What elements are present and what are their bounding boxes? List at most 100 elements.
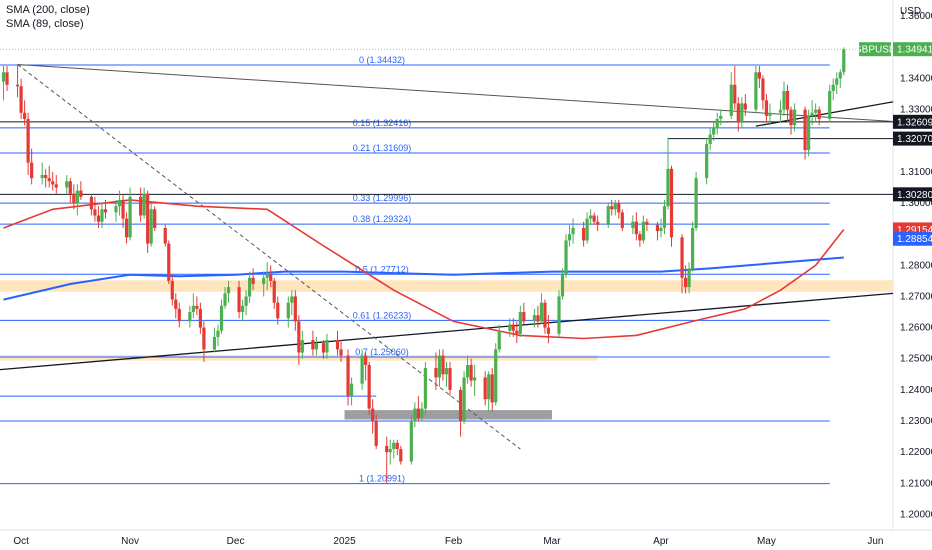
candle-body	[117, 199, 122, 207]
candle-body	[694, 178, 698, 228]
price-tag-text: 1.32070	[897, 134, 932, 145]
candle-body	[807, 115, 811, 151]
x-tick-label: Apr	[653, 536, 669, 547]
candle-body	[1, 72, 6, 82]
candle-body	[240, 305, 245, 313]
candle-body	[374, 421, 378, 446]
legend-sma200: SMA (200, close)	[6, 4, 90, 16]
candle-body	[293, 296, 297, 322]
candle-body	[269, 274, 273, 281]
candle-body	[311, 340, 315, 350]
candle-body	[409, 421, 413, 462]
price-tag: 1.32070	[893, 131, 932, 146]
candle-body	[15, 84, 20, 87]
candle-body	[691, 227, 695, 269]
candle-body	[441, 355, 445, 375]
candle-body	[782, 90, 786, 110]
candle-body	[764, 100, 769, 116]
candle-body	[705, 143, 709, 179]
candle-body	[360, 355, 364, 384]
y-tick-label: 1.30000	[900, 198, 932, 209]
candle-body	[743, 103, 747, 110]
currency-label: USD	[900, 6, 921, 17]
candle-body	[740, 103, 744, 123]
candle-body	[364, 355, 368, 365]
candle-body	[567, 234, 572, 241]
candle-body	[757, 72, 762, 79]
candle-body	[30, 162, 34, 179]
candle-body	[19, 86, 23, 113]
candle-body	[75, 190, 79, 204]
candle-body	[212, 336, 217, 350]
symbol-tag-text: GBPUSD	[854, 45, 896, 56]
price-tag-box	[893, 231, 932, 246]
candle-body	[423, 368, 428, 409]
candle-body	[715, 118, 719, 129]
candle-body	[153, 209, 157, 228]
candle-body	[434, 368, 438, 378]
candle-body	[490, 374, 494, 403]
candle-body	[817, 109, 821, 119]
x-tick-label: Jun	[867, 536, 883, 547]
candle-body	[163, 227, 167, 244]
candle-body	[596, 221, 600, 225]
candle-body	[532, 315, 536, 322]
candle-body	[483, 377, 487, 400]
candle-body	[367, 364, 371, 409]
candle-body	[191, 305, 195, 313]
candle-body	[655, 224, 660, 232]
candle-body	[828, 90, 832, 119]
candle-body	[139, 196, 143, 216]
candle-body	[262, 277, 266, 285]
x-tick-label: Oct	[13, 536, 29, 547]
candle-body	[388, 449, 392, 453]
candle-body	[778, 109, 783, 113]
candle-body	[511, 324, 515, 331]
candle-body	[177, 308, 181, 322]
candle-body	[142, 193, 146, 216]
candle-body	[487, 374, 491, 400]
candle-body	[518, 312, 522, 334]
y-tick-label: 1.22000	[900, 447, 932, 458]
price-tag-box	[893, 187, 932, 202]
candle-body	[54, 184, 58, 188]
candle-body	[395, 442, 399, 450]
candle-body	[314, 343, 319, 350]
candle-body	[729, 84, 733, 116]
candle-body	[79, 190, 83, 197]
candle-body	[124, 218, 129, 238]
grey-zone	[344, 410, 552, 420]
fib-label: 0.38 (1.29324)	[353, 214, 412, 224]
candle-body	[680, 237, 684, 278]
short-trendline	[755, 101, 894, 127]
candle-body	[413, 408, 417, 422]
candle-body	[712, 128, 716, 135]
candle-body	[448, 368, 452, 390]
candle-body	[40, 175, 44, 179]
candle-body	[223, 293, 227, 306]
candle-body	[339, 349, 343, 356]
x-tick-label: Feb	[445, 536, 463, 547]
y-tick-label: 1.36000	[900, 11, 932, 22]
candle-body	[444, 368, 449, 375]
candle-body	[251, 277, 255, 285]
candle-body	[458, 389, 463, 422]
candle-body	[128, 196, 132, 238]
price-tag: GBPUSD 1.34941	[854, 42, 932, 57]
y-tick-label: 1.28000	[900, 260, 932, 271]
y-tick-label: 1.25000	[900, 354, 932, 365]
candle-body	[114, 206, 118, 213]
y-tick-label: 1.21000	[900, 478, 932, 489]
candle-body	[838, 72, 842, 79]
y-tick-label: 1.23000	[900, 416, 932, 427]
candle-body	[248, 277, 252, 297]
candle-body	[659, 227, 663, 232]
candle-body	[198, 308, 202, 328]
candle-body	[736, 103, 740, 123]
candle-body	[543, 302, 547, 328]
candle-body	[89, 196, 94, 210]
candle-body	[244, 296, 248, 306]
candle-body	[146, 193, 150, 244]
price-tag: 1.30280	[893, 187, 932, 202]
